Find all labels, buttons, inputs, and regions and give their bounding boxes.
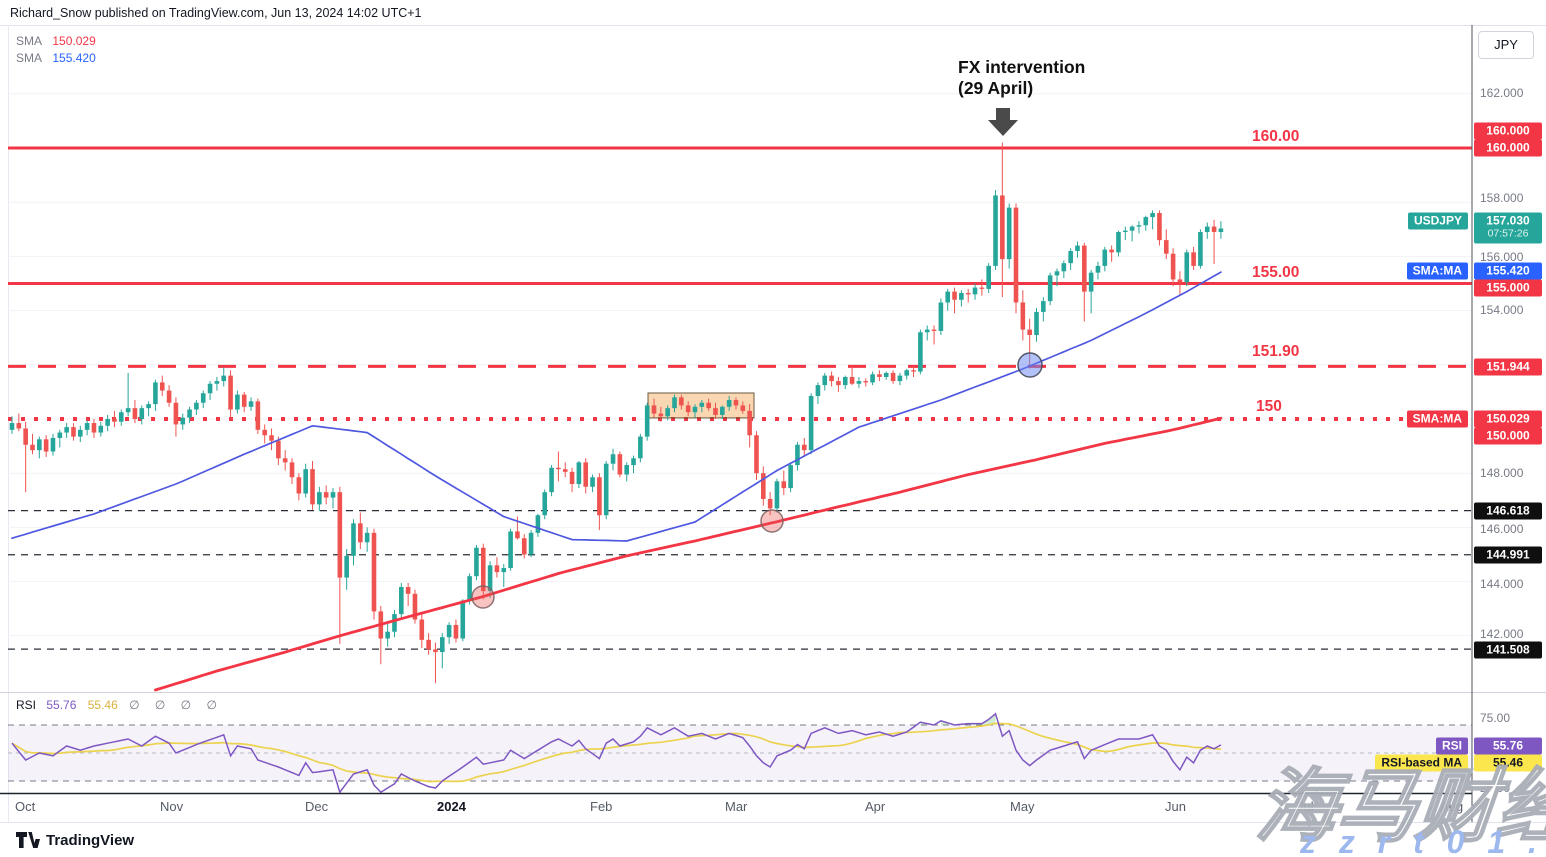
axis-badge-150.029: 150.029 <box>1474 410 1542 428</box>
axis-badge-146.618: 146.618 <box>1474 502 1542 520</box>
rsi-overbought-fill <box>961 713 996 725</box>
time-label-Dec: Dec <box>305 799 329 814</box>
axis-chip-SMA:MA: SMA:MA <box>1406 262 1468 280</box>
axis-badge-160.000: 160.000 <box>1474 122 1542 140</box>
axis-badge-144.991: 144.991 <box>1474 546 1542 564</box>
sma2-value: 155.420 <box>52 51 96 65</box>
rsi-ma-value: 55.46 <box>87 698 118 712</box>
axis-badge-150.000: 150.000 <box>1474 427 1542 445</box>
sma-blue-line[interactable] <box>11 271 1222 542</box>
price-tick: 156.000 <box>1480 250 1524 264</box>
indicator-legend[interactable]: SMA 150.029 SMA 155.420 <box>16 33 96 67</box>
sma2-label: SMA <box>16 51 43 65</box>
axis-badge-151.944: 151.944 <box>1474 358 1542 376</box>
fx-intervention-annotation[interactable]: FX intervention (29 April) <box>958 57 1086 98</box>
axis-chip-USDJPY: USDJPY <box>1407 212 1468 230</box>
blue-circle-marker[interactable] <box>1017 352 1043 378</box>
price-tick: 142.000 <box>1480 627 1524 641</box>
price-tick: 148.000 <box>1480 466 1524 480</box>
chart-left-border <box>8 25 9 822</box>
candlestick-series[interactable] <box>9 142 1224 684</box>
price-tick: 75.00 <box>1480 711 1511 725</box>
tradingview-logo-icon <box>16 832 40 848</box>
pink-circle-marker[interactable] <box>760 509 784 533</box>
down-arrow-icon <box>988 108 1018 136</box>
axis-badge-155.420: 155.420 <box>1474 262 1542 280</box>
rsi-value: 55.76 <box>46 698 77 712</box>
level-label-160.00: 160.00 <box>1252 128 1300 145</box>
rsi-ma-line[interactable] <box>11 722 1221 783</box>
time-label-Jul: Jul <box>1297 799 1314 814</box>
time-label-Apr: Apr <box>865 799 886 814</box>
axis-badge-55.46: 55.46 <box>1474 754 1542 772</box>
tradingview-logo-text: TradingView <box>46 831 135 849</box>
price-tick: 144.000 <box>1480 577 1524 591</box>
axis-badge-55.76: 55.76 <box>1474 737 1542 755</box>
header-divider <box>0 25 1546 26</box>
tradingview-logo[interactable]: TradingView <box>16 830 134 850</box>
sma1-label: SMA <box>16 34 43 48</box>
price-tick: 146.000 <box>1480 522 1524 536</box>
rsi-legend[interactable]: RSI 55.76 55.46 ∅ ∅ ∅ ∅ <box>16 698 223 712</box>
sma-red-line[interactable] <box>154 416 1223 692</box>
axis-badge-157.030: 157.030 07:57:26 <box>1474 212 1542 244</box>
axis-badge-141.508: 141.508 <box>1474 641 1542 659</box>
rsi-label: RSI <box>16 698 37 712</box>
rsi-line[interactable] <box>11 712 1222 794</box>
rsi-empty-params: ∅ ∅ ∅ ∅ <box>129 698 223 712</box>
sma-legend-row: SMA 155.420 <box>16 50 96 67</box>
time-label-Aug: Aug <box>1440 799 1464 814</box>
publish-header: Richard_Snow published on TradingView.co… <box>10 6 422 20</box>
axis-badge-155.000: 155.000 <box>1474 279 1542 297</box>
level-label-151.90: 151.90 <box>1252 343 1300 360</box>
axis-chip-SMA:MA: SMA:MA <box>1406 410 1468 428</box>
time-label-Nov: Nov <box>160 799 184 814</box>
level-label-150: 150 <box>1256 398 1282 415</box>
price-tick: 158.000 <box>1480 191 1524 205</box>
pink-circle-marker[interactable] <box>471 585 495 609</box>
sma1-value: 150.029 <box>52 34 96 48</box>
price-tick: 25.00 <box>1480 781 1511 795</box>
time-label-Mar: Mar <box>725 799 748 814</box>
time-label-May: May <box>1010 799 1035 814</box>
level-label-155.00: 155.00 <box>1252 264 1300 281</box>
price-tick: 154.000 <box>1480 303 1524 317</box>
watermark-url: z z r t 0 1 . c n <box>1300 824 1546 857</box>
axis-chip-RSI: RSI <box>1435 737 1468 755</box>
sma-legend-row: SMA 150.029 <box>16 33 96 50</box>
time-label-Jun: Jun <box>1165 799 1186 814</box>
currency-toggle-button[interactable]: JPY <box>1478 31 1534 59</box>
time-label-Feb: Feb <box>590 799 613 814</box>
time-label-2024: 2024 <box>437 799 466 814</box>
axis-badge-160.000: 160.000 <box>1474 139 1542 157</box>
axis-chip-RSI-based MA: RSI-based MA <box>1375 754 1468 772</box>
time-label-Oct: Oct <box>15 799 36 814</box>
price-tick: 162.000 <box>1480 86 1524 100</box>
